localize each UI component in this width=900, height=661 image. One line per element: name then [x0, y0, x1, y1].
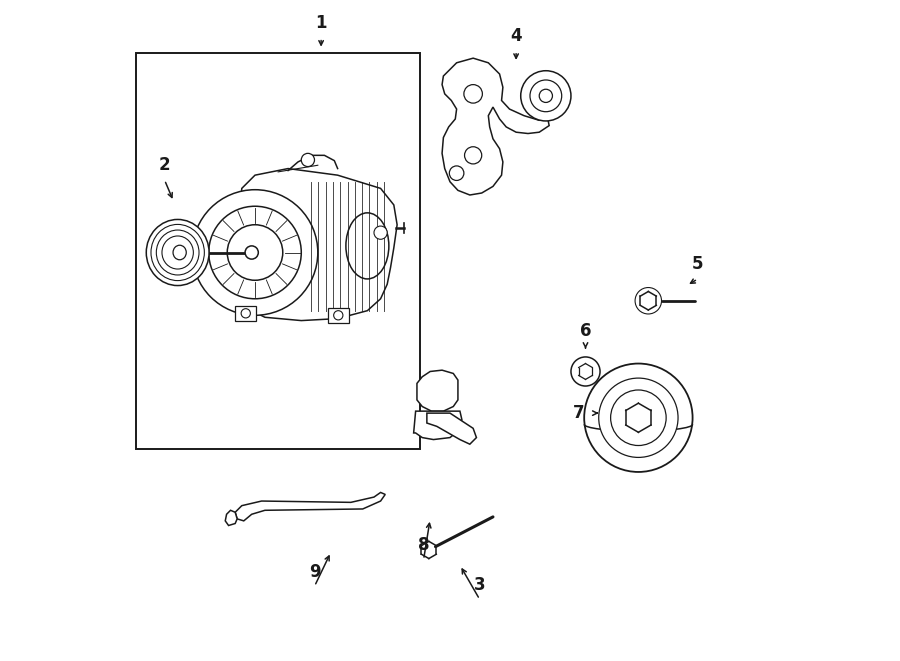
Text: 6: 6 [580, 321, 591, 340]
Polygon shape [235, 169, 397, 321]
Polygon shape [442, 58, 549, 195]
Text: 7: 7 [573, 404, 585, 422]
Circle shape [598, 378, 678, 457]
Circle shape [635, 288, 662, 314]
Circle shape [610, 390, 666, 446]
Circle shape [334, 311, 343, 320]
Circle shape [539, 89, 553, 102]
Text: 5: 5 [692, 255, 704, 274]
Ellipse shape [157, 230, 199, 275]
Polygon shape [225, 510, 238, 525]
Circle shape [584, 364, 693, 472]
Polygon shape [427, 413, 476, 444]
Polygon shape [417, 370, 458, 411]
Ellipse shape [147, 219, 209, 286]
Circle shape [241, 309, 250, 318]
Polygon shape [235, 492, 385, 521]
Text: 9: 9 [309, 563, 320, 581]
Text: 8: 8 [418, 536, 429, 555]
Text: 4: 4 [510, 27, 522, 46]
Circle shape [464, 147, 482, 164]
Circle shape [449, 166, 464, 180]
Bar [235, 306, 256, 321]
Polygon shape [414, 411, 462, 440]
Circle shape [374, 226, 387, 239]
Circle shape [209, 206, 302, 299]
Bar [328, 308, 349, 323]
Text: 3: 3 [474, 576, 486, 594]
Circle shape [193, 190, 318, 315]
Circle shape [530, 80, 562, 112]
Circle shape [464, 85, 482, 103]
Text: 2: 2 [158, 156, 170, 175]
Circle shape [571, 357, 600, 386]
Circle shape [227, 225, 283, 280]
Circle shape [521, 71, 571, 121]
Ellipse shape [162, 236, 194, 269]
Bar [136, 53, 420, 449]
Ellipse shape [173, 245, 186, 260]
Ellipse shape [346, 213, 389, 279]
Circle shape [245, 246, 258, 259]
Text: 1: 1 [315, 14, 327, 32]
Ellipse shape [151, 224, 204, 281]
Circle shape [302, 153, 314, 167]
